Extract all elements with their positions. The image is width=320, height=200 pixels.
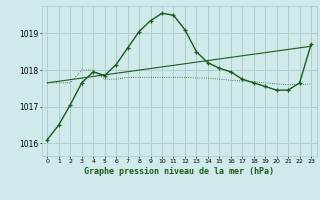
X-axis label: Graphe pression niveau de la mer (hPa): Graphe pression niveau de la mer (hPa): [84, 167, 274, 176]
